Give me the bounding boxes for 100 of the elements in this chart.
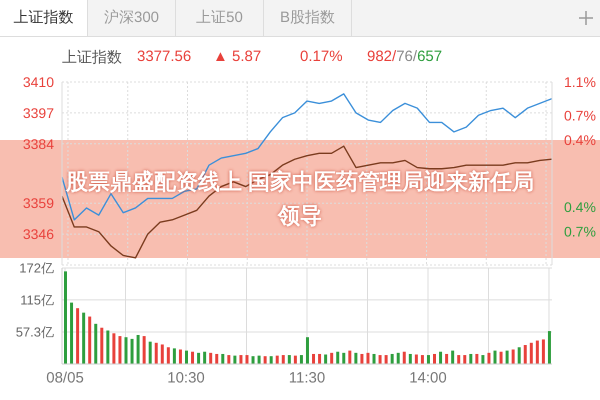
- y-tick-label: 115亿: [20, 292, 54, 308]
- y-tick-label: 3397: [22, 104, 54, 121]
- bar: [354, 352, 358, 364]
- bar: [118, 336, 122, 364]
- text: 982/76/657: [367, 48, 442, 65]
- x-tick-label: 11:30: [288, 370, 326, 387]
- text: 0.17%: [300, 48, 343, 65]
- bar: [512, 349, 515, 364]
- bar: [203, 352, 206, 364]
- bar: [481, 355, 484, 364]
- bar: [233, 356, 236, 364]
- bar: [178, 349, 182, 364]
- bar: [191, 352, 194, 364]
- bar: [457, 355, 460, 364]
- bar: [487, 352, 490, 364]
- bar: [524, 345, 527, 364]
- bar: [348, 350, 352, 364]
- bar: [433, 354, 436, 364]
- bar: [536, 340, 539, 364]
- bar: [420, 355, 424, 364]
- y2-tick-label: 1.1%: [564, 74, 596, 90]
- text: ▲ 5.87: [213, 48, 262, 65]
- y-tick-label: 3410: [22, 74, 54, 90]
- bar: [288, 355, 291, 364]
- bar: [463, 355, 466, 364]
- y-tick-label: 172亿: [19, 260, 54, 276]
- bar: [70, 302, 74, 364]
- bar: [76, 308, 80, 364]
- bar: [270, 356, 273, 364]
- bar: [445, 354, 448, 364]
- bar: [475, 354, 478, 364]
- bar: [360, 354, 364, 364]
- bar: [88, 316, 92, 364]
- y2-tick-label: 0.7%: [564, 107, 596, 124]
- text: 上证指数: [0, 0, 88, 36]
- x-tick-label: 08/05: [46, 370, 84, 387]
- bar: [282, 355, 285, 364]
- bar: [239, 355, 242, 364]
- text: 3377.56: [137, 48, 192, 65]
- bar: [276, 356, 279, 364]
- y-tick-label: 3384: [22, 136, 54, 152]
- bar: [209, 352, 212, 364]
- bar: [245, 355, 248, 364]
- bar: [82, 312, 86, 364]
- text: 沪深300: [88, 0, 176, 36]
- chart-title: 上证指数: [62, 48, 122, 67]
- bar: [330, 352, 334, 364]
- bar: [530, 342, 533, 364]
- y-tick-label: 3346: [22, 226, 54, 242]
- x-tick-label: 10:30: [167, 370, 205, 387]
- y-tick-label: 3359: [22, 195, 54, 212]
- bar: [100, 328, 104, 364]
- x-tick-label: 14:00: [409, 370, 447, 387]
- bar: [184, 350, 188, 364]
- y2-tick-label: 0.7%: [564, 224, 596, 240]
- bar: [542, 339, 545, 364]
- text: B股指数: [264, 0, 352, 36]
- bar: [136, 334, 140, 364]
- bar: [142, 336, 146, 364]
- bar: [426, 355, 430, 364]
- bar: [336, 352, 340, 364]
- bar: [506, 350, 509, 364]
- bar: [148, 342, 152, 364]
- bar: [494, 350, 497, 364]
- bar: [408, 354, 412, 364]
- bar: [221, 354, 224, 364]
- bar: [366, 352, 370, 364]
- bar: [264, 356, 267, 364]
- bar: [439, 352, 442, 364]
- bar: [451, 350, 454, 364]
- bar: [390, 354, 394, 364]
- bar: [258, 356, 261, 364]
- bar: [166, 347, 170, 364]
- bar: [306, 337, 309, 364]
- bar: [324, 354, 328, 364]
- y2-tick-label: 0.4%: [564, 198, 596, 215]
- bar: [112, 333, 116, 364]
- bar: [414, 354, 418, 364]
- bar: [94, 324, 98, 364]
- bar: [384, 355, 388, 364]
- text: 上证50: [176, 0, 264, 36]
- bar: [252, 356, 255, 364]
- bar: [402, 352, 406, 364]
- bar: [372, 354, 376, 364]
- bar: [106, 330, 110, 364]
- bar: [500, 352, 503, 364]
- bar: [124, 337, 128, 364]
- bar: [64, 271, 67, 364]
- y-tick-label: 57.3亿: [16, 324, 54, 340]
- bar: [294, 356, 297, 364]
- bar: [227, 355, 230, 364]
- bar: [300, 355, 303, 364]
- bar: [172, 348, 176, 364]
- bar: [469, 354, 472, 364]
- bar: [215, 354, 218, 364]
- bar: [378, 355, 382, 364]
- bar: [312, 354, 316, 364]
- bar: [154, 342, 158, 364]
- bar: [197, 352, 200, 364]
- bar: [342, 352, 346, 364]
